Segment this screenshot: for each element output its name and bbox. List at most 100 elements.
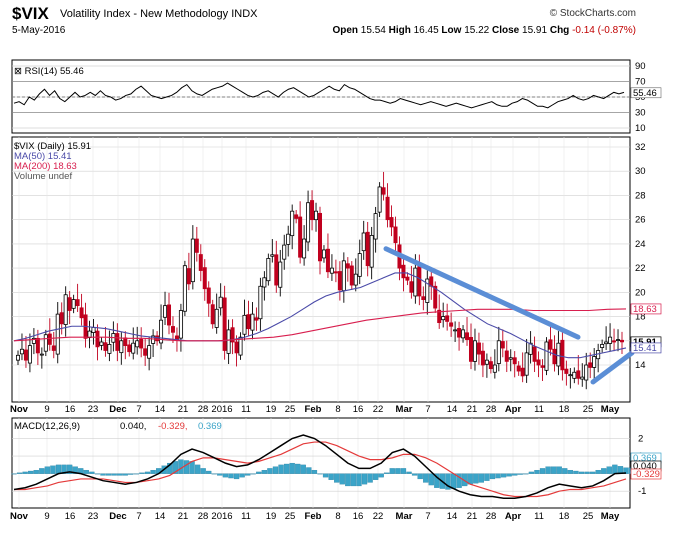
candle-up [369, 235, 374, 268]
macd-histogram-bar [339, 473, 345, 485]
open-label: Open [332, 25, 359, 36]
x-axis-label: 11 [534, 404, 544, 415]
macd-histogram-bar [300, 464, 306, 474]
candle-up [453, 329, 458, 332]
macd-histogram-bar [278, 464, 284, 474]
x-axis-label: 28 [198, 404, 209, 415]
candle-down [540, 365, 545, 368]
candle-up [600, 344, 605, 348]
candle-up [15, 354, 20, 361]
macd-x-axis-label: 16 [353, 511, 364, 522]
candle-down [254, 317, 259, 321]
macd-histogram-bar [573, 470, 579, 474]
macd-histogram-bar [306, 467, 312, 474]
candle-down [433, 285, 438, 309]
macd-histogram-bar [206, 470, 212, 474]
candle-down [504, 350, 509, 362]
candle-down [421, 296, 426, 300]
macd-histogram-bar [167, 462, 173, 474]
macd-histogram-bar [512, 473, 518, 476]
candle-up [373, 213, 378, 240]
macd-histogram-bar [601, 468, 607, 474]
macd-histogram-bar [61, 464, 67, 474]
x-axis-label: 14 [447, 404, 458, 415]
macd-histogram-bar [545, 466, 551, 474]
macd-histogram-bar [194, 464, 201, 474]
macd-histogram-bar [133, 473, 140, 475]
price-tick-label: 28 [635, 190, 646, 201]
candle-down [202, 267, 207, 290]
macd-histogram-bar [556, 466, 562, 474]
candle-down [234, 341, 239, 354]
candle-down [548, 339, 553, 350]
rsi-tick-label: 30 [635, 108, 646, 119]
macd-histogram-bar [328, 473, 334, 480]
price-legend-entry: Volume undef [14, 171, 72, 182]
price-tag-box [630, 303, 662, 315]
candle-up [492, 364, 497, 373]
macd-histogram-bar [33, 469, 39, 474]
candle-down [67, 297, 72, 311]
macd-histogram-bar [222, 473, 229, 478]
candle-down [612, 340, 617, 343]
candle-down [47, 333, 52, 345]
macd-histogram-bar [595, 469, 601, 474]
candle-up [262, 277, 267, 288]
macd-histogram-bar [144, 471, 151, 474]
candle-down [337, 271, 342, 291]
price-tag-box [630, 342, 662, 354]
candle-down [123, 337, 128, 347]
macd-x-axis-label: Nov [10, 511, 29, 522]
macd-histogram-bar [395, 468, 401, 474]
price-tick-label: 18 [635, 312, 646, 323]
macd-x-axis-label: 25 [583, 511, 594, 522]
candle-down [23, 349, 28, 361]
price-tick-label: 30 [635, 166, 646, 177]
macd-histogram-bar [94, 473, 101, 475]
candle-down [155, 335, 160, 342]
macd-histogram-bar [183, 460, 190, 474]
symbol-title: $VIX [12, 4, 49, 23]
macd-x-axis-label: 11 [241, 511, 251, 522]
candle-up [556, 342, 561, 367]
candle-down [520, 367, 525, 377]
macd-x-axis-label: 11 [534, 511, 544, 522]
candle-up [377, 186, 382, 213]
macd-x-axis-label: 16 [65, 511, 76, 522]
candle-down [488, 361, 493, 370]
macd-histogram-bar [16, 472, 23, 474]
x-axis-label: May [601, 404, 620, 415]
candle-down [59, 312, 64, 325]
close-value: 15.91 [522, 25, 548, 36]
candle-up [286, 233, 291, 245]
candle-down [95, 330, 100, 348]
candle-up [361, 232, 366, 252]
macd-histogram-bar [256, 471, 262, 474]
price-tag-label: 15.41 [633, 343, 657, 354]
macd-histogram-bar [239, 473, 245, 478]
candle-up [43, 334, 48, 352]
macd-line [13, 434, 627, 499]
candle-up [238, 336, 243, 356]
candle-down [345, 263, 350, 269]
candle-up [135, 340, 140, 348]
candle-down [246, 314, 251, 330]
price-tick-label: 24 [635, 239, 646, 250]
macd-histogram-bar [128, 473, 134, 475]
ma50-line [13, 272, 627, 359]
candle-down [35, 337, 40, 354]
macd-histogram-bar [55, 464, 62, 474]
candle-down [457, 328, 462, 338]
candle-up [472, 340, 477, 362]
candle-down [389, 217, 394, 228]
macd-histogram-bar [584, 471, 590, 474]
index-name: Volatility Index - New Methodology INDX [60, 8, 258, 20]
candle-up [580, 376, 585, 380]
price-tick-label: 22 [635, 263, 646, 274]
candle-up [528, 342, 533, 355]
macd-histogram-bar [434, 473, 440, 488]
macd-x-axis-label: 18 [559, 511, 570, 522]
macd-histogram-bar [72, 466, 78, 474]
macd-histogram-bar [317, 473, 323, 475]
macd-histogram-bar [411, 473, 418, 476]
